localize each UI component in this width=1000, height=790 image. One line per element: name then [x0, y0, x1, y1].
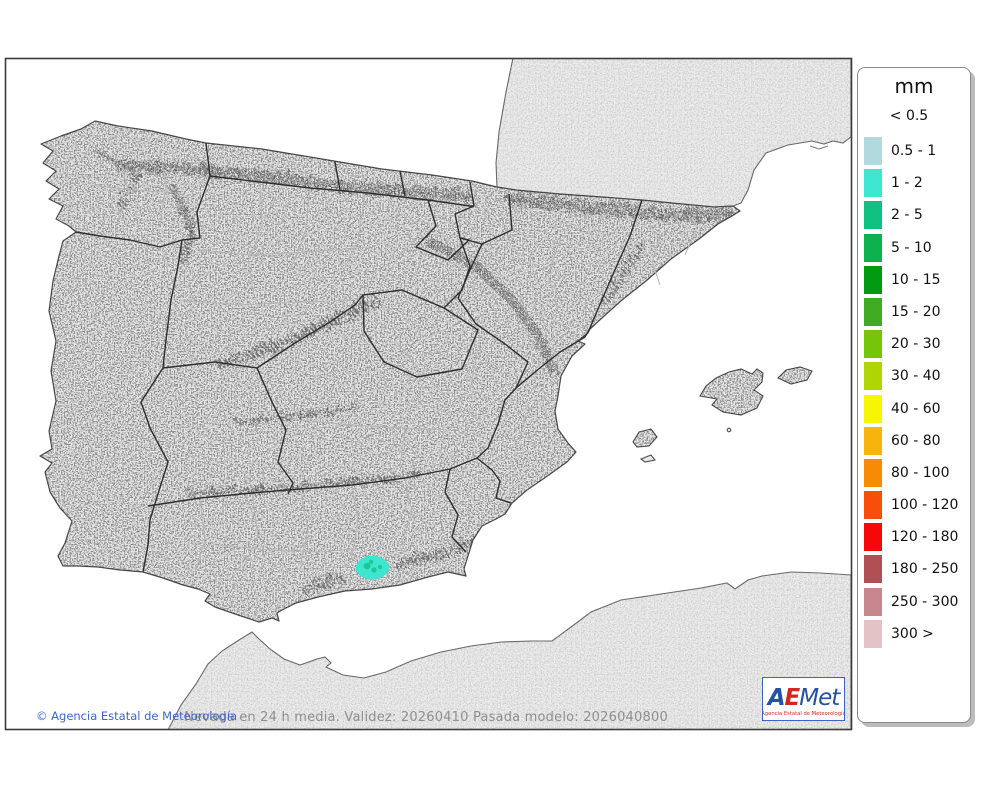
- snow-patch: [356, 555, 390, 580]
- copyright-text: © Agencia Estatal de Meteorología: [36, 709, 238, 723]
- legend-color-swatch: [864, 426, 882, 455]
- legend-entry-row: 2 - 5: [864, 201, 970, 230]
- legend-entry-row: 20 - 30: [864, 330, 970, 359]
- mountain-relief: [93, 147, 733, 592]
- legend-no-color-label: < 0.5: [889, 108, 929, 124]
- legend-color-swatch: [864, 297, 882, 326]
- legend-entry-label: 20 - 30: [891, 336, 941, 353]
- legend-entry-label: 40 - 60: [891, 400, 941, 417]
- legend-entry-row: 0.5 - 1: [864, 137, 970, 165]
- legend-entry-label: 5 - 10: [891, 239, 932, 256]
- legend-color-swatch: [864, 137, 882, 165]
- snow-patch-outer: [356, 555, 390, 580]
- legend-entry-label: 1 - 2: [891, 175, 923, 192]
- legend-entry-label: 180 - 250: [891, 561, 959, 578]
- legend-color-swatch: [864, 587, 882, 616]
- legend-color-swatch: [864, 201, 882, 230]
- legend-entry-row: 40 - 60: [864, 394, 970, 423]
- legend-color-swatch: [864, 555, 882, 584]
- aemet-logo: A E Met Agencia Estatal de Meteorología: [762, 677, 845, 721]
- legend-color-swatch: [864, 523, 882, 552]
- legend-entry-label: 2 - 5: [891, 207, 923, 224]
- legend-entry-label: 100 - 120: [891, 497, 959, 514]
- legend-entry-row: 60 - 80: [864, 426, 970, 455]
- cabrera: [726, 427, 732, 433]
- legend-entry-label: 80 - 100: [891, 464, 950, 481]
- legend-entry-label: 250 - 300: [891, 593, 959, 610]
- legend-color-swatch: [864, 233, 882, 262]
- legend-entry-label: 15 - 20: [891, 303, 941, 320]
- legend-entry-row: 10 - 15: [864, 265, 970, 294]
- legend-entry-row: 250 - 300: [864, 587, 970, 616]
- legend-color-swatch: [864, 619, 882, 648]
- legend-entry-row: 180 - 250: [864, 555, 970, 584]
- legend-color-swatch: [864, 169, 882, 198]
- community-borders: [75, 142, 643, 573]
- legend-title: mm: [894, 74, 934, 98]
- aemet-logo-met: Met: [799, 685, 840, 711]
- legend-entry-row: 120 - 180: [864, 523, 970, 552]
- legend-entry-row: 5 - 10: [864, 233, 970, 262]
- legend-color-swatch: [864, 265, 882, 294]
- map-caption: Nevada en 24 h media. Validez: 20260410 …: [184, 710, 668, 725]
- legend-color-swatch: [864, 330, 882, 359]
- aemet-logo-e: E: [784, 685, 801, 711]
- formentera: [639, 454, 656, 463]
- legend-entry-label: 0.5 - 1: [891, 143, 937, 159]
- aemet-logo-caption: Agencia Estatal de Meteorología: [762, 711, 845, 717]
- aemet-logo-word: A E Met: [767, 685, 841, 711]
- legend-entry-row: 30 - 40: [864, 362, 970, 391]
- legend-entry-label: 10 - 15: [891, 271, 941, 288]
- legend-color-swatch: [864, 491, 882, 520]
- legend-entry-label: 60 - 80: [891, 432, 941, 449]
- legend-entry-row: 80 - 100: [864, 458, 970, 487]
- legend-rows: 0.5 - 1 1 - 2 2 - 5 5 - 10 10 - 15 15 - 20 20 …: [858, 137, 970, 648]
- precipitation-legend: mm < 0.5 0.5 - 1 1 - 2 2 - 5 5 - 10 10 - 15 1…: [857, 67, 971, 723]
- legend-entry-label: 30 - 40: [891, 368, 941, 385]
- legend-color-swatch: [864, 458, 882, 487]
- aemet-logo-a: A: [767, 685, 786, 711]
- legend-entry-row: 1 - 2: [864, 169, 970, 198]
- legend-entry-label: 120 - 180: [891, 529, 959, 546]
- legend-color-swatch: [864, 362, 882, 391]
- legend-entry-row: 15 - 20: [864, 297, 970, 326]
- legend-entry-label: 300 >: [891, 625, 934, 642]
- legend-entry-row: 300 >: [864, 619, 970, 648]
- legend-entry-row: 100 - 120: [864, 491, 970, 520]
- legend-color-swatch: [864, 394, 882, 423]
- map-frame: [4, 57, 853, 731]
- province-borders: [89, 149, 696, 573]
